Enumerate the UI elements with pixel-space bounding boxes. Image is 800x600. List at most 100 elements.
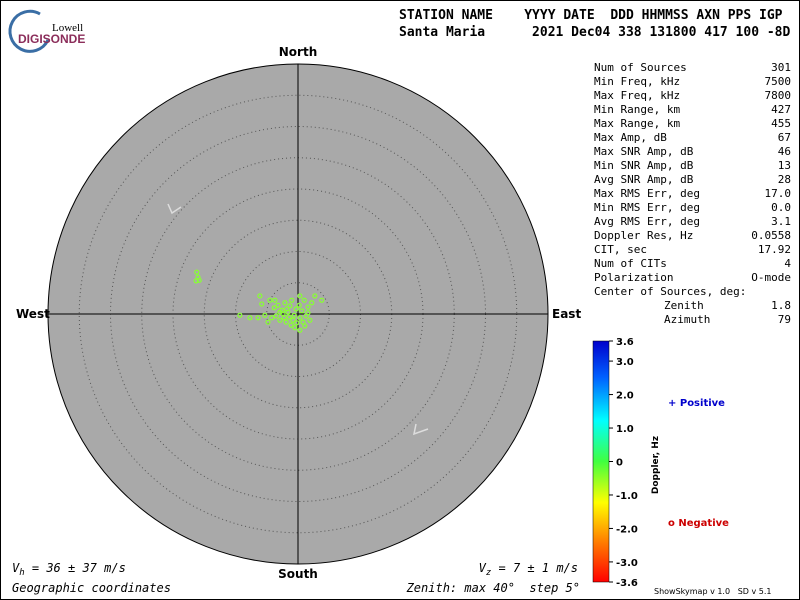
source xyxy=(255,315,261,321)
colorbar-tick-label: -3.6 xyxy=(616,578,638,589)
colorbar-tick-label: 3.6 xyxy=(616,337,634,348)
legend-negative: o Negative xyxy=(668,518,729,529)
source xyxy=(312,293,318,299)
header-line: STATION NAME YYYY DATE DDD HHMMSS AXN PP… xyxy=(399,8,783,23)
source xyxy=(237,312,243,318)
colorbar-tick-label: 0 xyxy=(616,458,623,469)
source xyxy=(302,323,308,329)
stat-label: Min SNR Amp, dB xyxy=(594,159,694,172)
stat-value: O-mode xyxy=(751,271,791,284)
stat-label: Max RMS Err, deg xyxy=(594,187,700,200)
vz-text: = 7 ± 1 m/s xyxy=(491,561,578,575)
source xyxy=(282,300,288,306)
stat-label: Num of CITs xyxy=(594,257,667,270)
source xyxy=(193,278,199,284)
polar-plot xyxy=(47,63,549,565)
source xyxy=(275,302,281,308)
source xyxy=(277,309,283,315)
stat-value: 13 xyxy=(778,159,791,172)
source xyxy=(194,269,200,275)
source xyxy=(307,317,313,323)
source xyxy=(299,308,305,314)
source xyxy=(265,319,271,325)
stat-value: 3.1 xyxy=(771,215,791,228)
zenith-info: Zenith: max 40° step 5° xyxy=(406,581,580,595)
source xyxy=(319,297,325,303)
stat-value: 455 xyxy=(771,117,791,130)
source xyxy=(292,325,298,331)
colorbar-tick-label: 3.0 xyxy=(616,357,634,368)
stat-label: Doppler Res, Hz xyxy=(594,229,693,242)
vz-sub: z xyxy=(486,568,491,578)
stat-label: Max Amp, dB xyxy=(594,131,667,144)
stat-label: Min Freq, kHz xyxy=(594,75,680,88)
source xyxy=(309,300,315,306)
source xyxy=(196,277,202,283)
stat-label: Max Freq, kHz xyxy=(594,89,680,102)
version: ShowSkymap v 1.0 SD v 5.1 xyxy=(654,587,771,596)
colorbar-tick-label: -2.0 xyxy=(616,524,638,535)
vh-sub: h xyxy=(19,568,24,578)
stat-label: Min Range, km xyxy=(594,103,680,116)
vh: Vh = 36 ± 37 m/s xyxy=(12,561,126,578)
logo-bottom: DIGISONDE xyxy=(18,32,85,46)
source xyxy=(267,297,273,303)
colorbar-ticks: 3.6 3.0 2.0 1.0 0 -1.0 -2.0 -3.0 -3.6 xyxy=(609,337,638,589)
source xyxy=(257,293,263,299)
stat-label: Num of Sources xyxy=(594,61,687,74)
source xyxy=(291,312,297,318)
source xyxy=(273,313,279,319)
vh-text: = 36 ± 37 m/s xyxy=(25,561,126,575)
stat-value: 67 xyxy=(778,131,791,144)
header-line: Santa Maria 2021 Dec04 338 131800 417 10… xyxy=(399,25,791,40)
zenith-step: 5 xyxy=(566,581,573,595)
stat-label: Polarization xyxy=(594,271,673,284)
stat-label: Avg SNR Amp, dB xyxy=(594,173,694,186)
center-title: Center of Sources, deg: xyxy=(594,285,746,298)
source xyxy=(277,317,283,323)
zenith-suffix: ° xyxy=(573,581,580,595)
source xyxy=(305,304,311,310)
source xyxy=(269,315,275,321)
center-value: 79 xyxy=(778,313,791,326)
legend-positive: + Positive xyxy=(668,398,725,409)
vz: Vz = 7 ± 1 m/s xyxy=(479,561,578,578)
logo-arc xyxy=(8,9,50,53)
stat-label: Max SNR Amp, dB xyxy=(594,145,694,158)
source xyxy=(287,303,293,309)
zenith-max: 40 xyxy=(493,581,507,595)
compass-label: North xyxy=(279,45,317,59)
coords: Geographic coordinates xyxy=(12,581,171,595)
source xyxy=(294,320,300,326)
zenith-mid: ° step xyxy=(508,581,566,595)
center-label: Azimuth xyxy=(664,313,710,326)
source xyxy=(297,293,303,299)
source xyxy=(290,317,296,323)
colorbar-tick-label: -3.0 xyxy=(616,558,638,569)
source xyxy=(262,312,268,318)
stat-label: Max Range, km xyxy=(594,117,680,130)
center-label: Zenith xyxy=(664,299,704,312)
stat-value: 301 xyxy=(771,61,791,74)
compass-label: East xyxy=(552,307,581,321)
stat-value: 7800 xyxy=(765,89,792,102)
zenith-prefix: Zenith: max xyxy=(406,581,494,595)
colorbar xyxy=(592,340,610,583)
source xyxy=(247,315,253,321)
center-value: 1.8 xyxy=(771,299,791,312)
stat-label: Min RMS Err, deg xyxy=(594,201,700,214)
colorbar-tick-label: 1.0 xyxy=(616,424,634,435)
compass-label: South xyxy=(278,567,318,581)
colorbar-label: Doppler, Hz xyxy=(651,436,661,494)
stat-value: 46 xyxy=(778,145,791,158)
stat-value: 0.0 xyxy=(771,201,791,214)
source xyxy=(283,319,289,325)
logo-top: Lowell xyxy=(52,22,83,34)
source xyxy=(297,315,303,321)
velocity-tick xyxy=(413,423,429,436)
source xyxy=(297,327,303,333)
colorbar-tick-label: 2.0 xyxy=(616,391,634,402)
source xyxy=(286,314,292,320)
source xyxy=(259,301,265,307)
source xyxy=(293,306,299,312)
